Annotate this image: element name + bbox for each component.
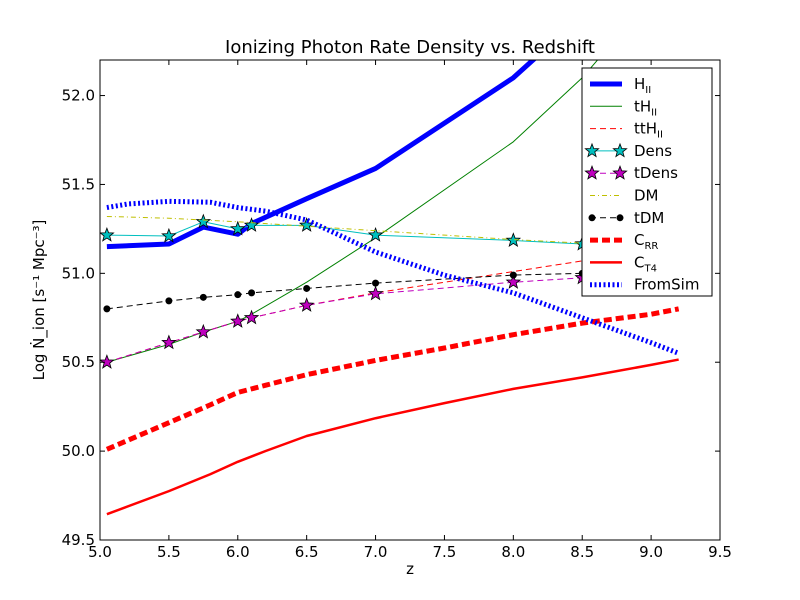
y-tick-label: 50.0 — [62, 442, 95, 460]
data-point-tdm — [303, 284, 311, 292]
legend-entry-dens: Dens — [584, 142, 672, 160]
legend-label: HII — [634, 75, 651, 96]
legend-entry-h-ii: HII — [590, 75, 651, 96]
data-point-tdens — [367, 285, 384, 301]
series-line-c-t4 — [106, 358, 679, 516]
y-tick-label: 52.0 — [62, 87, 95, 105]
legend-label: FromSim — [634, 276, 699, 294]
x-tick-label: 6.5 — [295, 543, 319, 561]
x-tick-label: 7.0 — [364, 543, 388, 561]
legend-label: tHII — [634, 97, 657, 118]
y-tick-label: 51.0 — [62, 264, 95, 282]
legend-marker — [616, 214, 624, 222]
legend-label: CT4 — [634, 253, 657, 274]
legend-marker — [612, 142, 628, 158]
legend-entry-tdens: tDens — [584, 164, 678, 182]
x-axis-label: z — [406, 560, 414, 578]
series-line-c-rr — [105, 306, 680, 452]
data-point-tdens — [298, 297, 315, 312]
legend-marker — [584, 165, 600, 180]
series-line-th-ii — [106, 60, 599, 363]
x-tick-label: 5.0 — [88, 543, 112, 561]
legend-marker — [612, 165, 628, 180]
y-tick-label: 50.5 — [62, 353, 95, 371]
x-tick-label: 8.5 — [570, 543, 594, 561]
y-tick-label: 49.5 — [62, 531, 95, 549]
x-tick-label: 5.5 — [157, 543, 181, 561]
legend-entry-dm: DM — [590, 187, 659, 205]
series-dm — [106, 215, 583, 244]
legend-entry-tth-ii: ttHII — [590, 120, 663, 141]
legend-entry-c-rr: CRR — [590, 231, 658, 252]
plot-series-layer — [100, 60, 680, 516]
x-tick-label: 6.0 — [226, 543, 250, 561]
series-c-t4 — [106, 358, 679, 516]
data-point-tdens — [161, 334, 177, 350]
legend-entry-fromsim: FromSim — [590, 276, 699, 294]
series-tdens — [100, 269, 590, 369]
legend-entry-c-t4: CT4 — [590, 253, 657, 274]
legend-marker — [584, 142, 600, 158]
data-point-tdm — [248, 289, 256, 297]
data-point-tdm — [199, 293, 207, 301]
x-tick-label: 9.5 — [708, 543, 732, 561]
legend-label: tDens — [634, 164, 678, 182]
legend-label: DM — [634, 187, 659, 205]
x-tick-label: 7.5 — [433, 543, 457, 561]
y-axis-label: Log Ṅ_ion [s⁻¹ Mpc⁻³] — [29, 220, 49, 381]
legend-entry-th-ii: tHII — [590, 97, 657, 118]
series-line-dm — [106, 215, 583, 244]
x-tick-label: 8.0 — [501, 543, 525, 561]
data-point-dens — [505, 232, 522, 248]
data-point-tdm — [509, 271, 517, 279]
axis-ticks: 5.0 5.5 6.0 6.5 7.0 7.5 8.0 8.5 9.0 9.5 49.5 50.0 50… — [62, 60, 732, 561]
data-point-tdens — [230, 313, 246, 328]
data-point-dens — [161, 227, 177, 243]
legend-entry-tdm: tDM — [588, 209, 664, 227]
legend-label: ttHII — [634, 120, 663, 141]
data-point-dens — [243, 217, 260, 232]
plot-frame — [99, 59, 721, 541]
data-point-tdm — [165, 297, 173, 305]
data-point-dens — [100, 226, 115, 242]
y-tick-label: 51.5 — [62, 175, 95, 193]
series-c-rr — [105, 306, 680, 452]
data-point-tdm — [372, 279, 380, 287]
legend-label: tDM — [634, 209, 664, 227]
series-tdm — [103, 269, 586, 313]
x-tick-label: 9.0 — [639, 543, 663, 561]
data-point-dens — [367, 226, 384, 242]
data-point-tdm — [103, 305, 111, 313]
legend-label: Dens — [634, 142, 672, 160]
data-point-dens — [195, 213, 212, 229]
legend-label: CRR — [634, 231, 658, 252]
data-point-dens — [230, 220, 246, 236]
data-point-tdm — [234, 291, 242, 299]
data-point-tdens — [100, 354, 115, 369]
legend-marker — [588, 214, 596, 222]
chart-title: Ionizing Photon Rate Density vs. Redshif… — [225, 37, 595, 58]
data-point-tdens — [195, 323, 212, 339]
series-th-ii — [106, 60, 599, 363]
series-dens — [100, 213, 590, 251]
data-point-tdens — [243, 309, 260, 325]
data-point-tdens — [505, 274, 522, 289]
